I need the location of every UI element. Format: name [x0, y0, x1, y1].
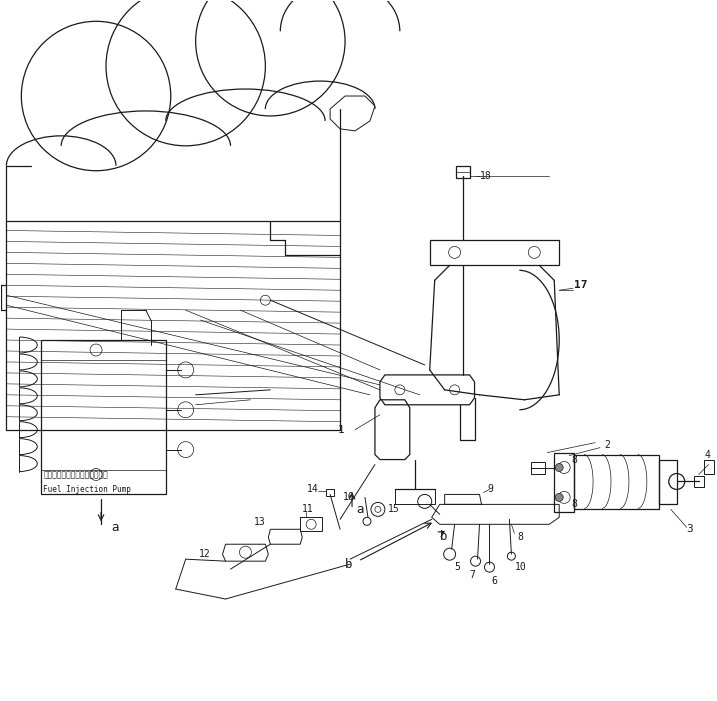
Text: a: a: [356, 503, 364, 516]
Bar: [300, 517, 322, 531]
Bar: [693, 475, 703, 487]
Text: a: a: [111, 521, 118, 533]
Bar: [326, 489, 334, 496]
Text: 14: 14: [306, 484, 318, 494]
Bar: [42, 340, 166, 494]
Text: Fuel Injection Pump: Fuel Injection Pump: [43, 485, 131, 494]
Text: 7: 7: [470, 570, 475, 580]
Circle shape: [555, 494, 563, 501]
Text: 15: 15: [388, 504, 399, 515]
Text: 11: 11: [303, 504, 314, 515]
Circle shape: [555, 463, 563, 472]
Text: 6: 6: [491, 576, 498, 586]
Text: 5: 5: [455, 562, 460, 572]
Text: 13: 13: [254, 517, 265, 527]
Text: 4: 4: [705, 449, 711, 460]
Text: 12: 12: [199, 549, 211, 559]
Text: b: b: [440, 530, 447, 543]
Text: 8: 8: [571, 499, 577, 510]
Text: 17: 17: [574, 280, 588, 290]
Text: フェルインジェクションポンプ: フェルインジェクションポンプ: [43, 470, 108, 479]
Text: 18: 18: [480, 171, 491, 181]
Bar: [659, 460, 677, 505]
Text: 3: 3: [687, 524, 693, 534]
Text: 9: 9: [488, 484, 493, 494]
Bar: [703, 460, 713, 473]
Bar: [531, 461, 545, 473]
Text: 8: 8: [518, 532, 523, 543]
Text: 16: 16: [343, 492, 355, 503]
Text: b: b: [345, 558, 353, 571]
Text: 10: 10: [514, 562, 526, 572]
Text: 2: 2: [604, 440, 610, 449]
Bar: [574, 454, 659, 510]
Bar: [554, 453, 574, 512]
Text: 1: 1: [338, 425, 345, 435]
Text: 8: 8: [571, 454, 577, 465]
Bar: [455, 165, 470, 177]
